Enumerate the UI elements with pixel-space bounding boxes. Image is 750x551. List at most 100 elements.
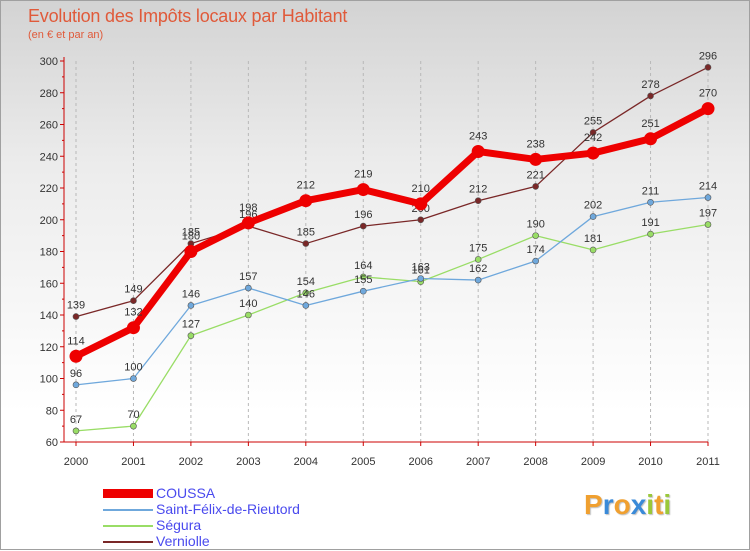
data-point [474, 197, 482, 204]
data-point [647, 198, 654, 206]
x-tick-label: 2010 [638, 456, 662, 468]
data-label: 211 [642, 185, 660, 197]
data-point [302, 302, 310, 309]
x-tick-label: 2001 [121, 456, 145, 468]
data-point [184, 245, 198, 258]
data-point [589, 129, 597, 136]
data-point [302, 289, 310, 297]
x-tick-label: 2011 [696, 456, 720, 468]
data-point [245, 284, 252, 292]
data-point [532, 232, 539, 239]
y-tick-label: 180 [40, 247, 58, 259]
data-label: 155 [354, 274, 372, 286]
data-label: 164 [354, 260, 372, 272]
data-label: 149 [124, 284, 142, 296]
data-point [701, 102, 715, 116]
data-point [704, 221, 712, 228]
data-point [187, 302, 195, 309]
data-label: 214 [699, 181, 717, 193]
data-label: 163 [412, 261, 430, 273]
x-tick-label: 2002 [179, 456, 203, 468]
data-point [704, 194, 712, 201]
logo-letter: t [654, 489, 664, 520]
y-tick-label: 120 [40, 342, 58, 354]
y-tick-label: 220 [40, 183, 58, 195]
logo-letter: P [584, 489, 603, 520]
data-label: 219 [354, 169, 372, 181]
data-point [474, 256, 482, 263]
y-tick-label: 140 [40, 310, 58, 322]
series-line [75, 66, 709, 318]
logo-letter: r [602, 489, 614, 520]
y-tick-label: 80 [46, 405, 58, 417]
data-point [69, 349, 83, 363]
y-tick-label: 160 [40, 278, 58, 290]
series-coussa: 114 132 180 198 212 219 210 243 238 242 251 270 [67, 88, 717, 363]
x-tick-label: 2005 [351, 456, 375, 468]
legend-swatch [103, 525, 153, 527]
data-label: 212 [297, 180, 315, 192]
data-point [414, 197, 428, 211]
data-point [130, 375, 137, 382]
y-tick-label: 100 [40, 374, 58, 386]
x-tick-label: 2009 [581, 456, 605, 468]
data-label: 161 [412, 265, 430, 277]
data-label: 140 [239, 298, 257, 310]
logo-letter: o [613, 489, 631, 520]
data-label: 100 [124, 362, 142, 374]
logo-letter: x [630, 489, 647, 520]
data-point [130, 297, 137, 305]
data-point [532, 183, 539, 190]
data-label: 243 [469, 130, 487, 142]
x-tick-label: 2000 [64, 456, 88, 468]
data-point [72, 427, 80, 435]
data-point [302, 240, 310, 247]
legend-label: COUSSA [156, 485, 216, 501]
data-point [647, 230, 654, 238]
data-point [417, 275, 425, 282]
data-label: 212 [469, 184, 487, 196]
data-label: 180 [182, 231, 200, 243]
data-label: 278 [641, 79, 659, 91]
y-tick-label: 260 [40, 120, 58, 132]
data-label: 114 [67, 335, 85, 347]
data-point [474, 276, 482, 284]
data-label: 70 [127, 409, 139, 421]
data-label: 242 [584, 132, 602, 144]
data-label: 191 [641, 217, 659, 229]
data-label: 146 [182, 288, 200, 300]
data-label: 157 [239, 271, 257, 283]
data-point [245, 311, 252, 319]
data-point [589, 246, 597, 254]
data-label: 139 [67, 300, 85, 312]
chart-title: Evolution des Impôts locaux par Habitant [28, 6, 348, 26]
legend-swatch [103, 489, 153, 498]
series-line [72, 105, 712, 360]
logo-letter: i [646, 489, 655, 520]
data-label: 196 [354, 209, 372, 221]
data-label: 221 [526, 169, 544, 181]
series-s-gura: 67 70 127 140 154 164 161 175 190 181 191 197 [70, 208, 717, 435]
data-point [299, 194, 313, 208]
data-label: 185 [297, 227, 315, 239]
data-label: 181 [584, 233, 602, 245]
data-label: 251 [641, 118, 659, 130]
proxiti-logo: Proxiti [584, 489, 671, 521]
data-label: 255 [584, 115, 602, 127]
data-label: 67 [70, 414, 82, 426]
series-saint-f-lix-de-rieutord: 96 100 146 157 146 155 163 162 174 202 211 214 [70, 181, 717, 389]
x-tick-label: 2007 [466, 456, 490, 468]
data-label: 238 [526, 138, 544, 150]
logo-letter: i [663, 489, 672, 520]
chart-subtitle: (en € et par an) [28, 29, 104, 41]
data-point [647, 92, 654, 100]
data-point [72, 313, 80, 320]
data-point [529, 152, 543, 166]
x-tick-label: 2003 [236, 456, 260, 468]
data-label: 210 [412, 183, 430, 195]
data-point [359, 287, 367, 295]
data-label: 162 [469, 263, 487, 275]
x-tick-label: 2004 [294, 456, 318, 468]
data-label: 175 [469, 242, 487, 254]
